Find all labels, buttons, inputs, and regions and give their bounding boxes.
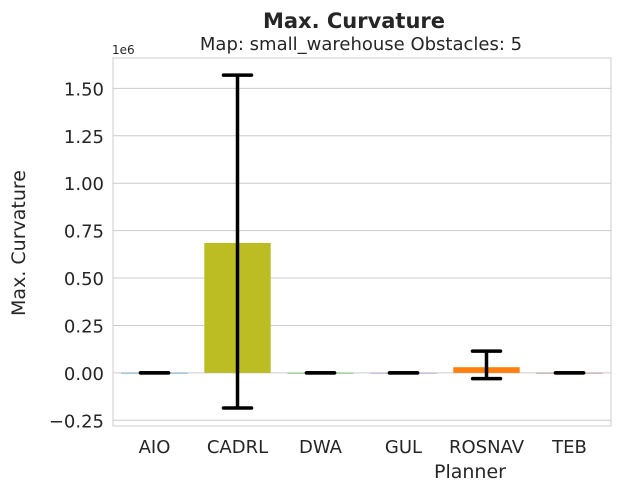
y-axis-offset-label: 1e6	[112, 43, 135, 57]
x-tick-label-cadrl: CADRL	[207, 437, 268, 458]
y-tick-label: 0.25	[64, 316, 104, 337]
chart-subtitle: Map: small_warehouse Obstacles: 5	[200, 34, 522, 55]
y-tick-label: 0.50	[64, 269, 104, 290]
y-tick-label: 1.00	[64, 174, 104, 195]
y-tick-labels: −0.25 0.00 0.25 0.50 0.75 1.00 1.25 1.50	[49, 79, 104, 432]
y-tick-label: −0.25	[49, 411, 104, 432]
x-tick-labels: AIO CADRL DWA GUL ROSNAV TEB	[139, 437, 587, 458]
y-tick-label: 0.00	[64, 364, 104, 385]
error-bar-cadrl	[221, 73, 254, 410]
x-tick-label-teb: TEB	[551, 437, 587, 458]
y-tick-label: 1.25	[64, 127, 104, 148]
x-tick-label-rosnav: ROSNAV	[449, 437, 525, 458]
error-bars	[138, 73, 586, 410]
y-axis-label: Max. Curvature	[8, 170, 30, 316]
x-tick-label-dwa: DWA	[299, 437, 343, 458]
error-bar-rosnav	[470, 349, 503, 381]
x-tick-label-aio: AIO	[139, 437, 171, 458]
y-tick-label: 0.75	[64, 222, 104, 243]
x-tick-label-gul: GUL	[385, 437, 422, 458]
plot-frame	[112, 57, 612, 427]
y-tick-label: 1.50	[64, 79, 104, 100]
chart-title: Max. Curvature	[263, 9, 445, 33]
x-axis-label: Planner	[434, 461, 506, 483]
grid-lines	[113, 87, 611, 421]
bars	[121, 242, 603, 374]
